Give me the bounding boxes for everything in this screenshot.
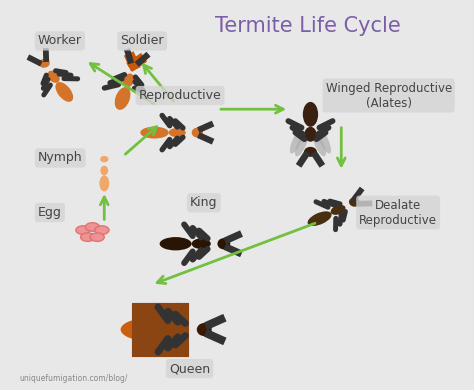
Ellipse shape <box>85 223 100 231</box>
Ellipse shape <box>123 73 135 87</box>
Ellipse shape <box>115 87 130 110</box>
Ellipse shape <box>90 233 104 241</box>
Ellipse shape <box>290 129 304 154</box>
Ellipse shape <box>100 156 109 162</box>
Text: King: King <box>190 196 218 209</box>
Ellipse shape <box>295 131 309 156</box>
Text: Egg: Egg <box>38 206 62 219</box>
Ellipse shape <box>81 233 95 241</box>
Ellipse shape <box>304 127 317 142</box>
Ellipse shape <box>55 82 73 102</box>
Ellipse shape <box>160 237 191 250</box>
Ellipse shape <box>100 176 109 191</box>
Text: Worker: Worker <box>38 34 82 48</box>
Ellipse shape <box>120 318 175 341</box>
Text: Winged Reproductive
(Alates): Winged Reproductive (Alates) <box>326 82 452 110</box>
Ellipse shape <box>218 238 230 249</box>
Ellipse shape <box>76 226 90 234</box>
Ellipse shape <box>303 102 318 127</box>
Ellipse shape <box>95 226 109 234</box>
Ellipse shape <box>191 239 211 249</box>
Ellipse shape <box>47 71 60 83</box>
Ellipse shape <box>312 131 326 156</box>
Ellipse shape <box>128 60 140 69</box>
Ellipse shape <box>100 166 108 176</box>
Text: Termite Life Cycle: Termite Life Cycle <box>215 16 401 35</box>
Ellipse shape <box>317 129 331 154</box>
Ellipse shape <box>140 127 169 138</box>
Ellipse shape <box>38 59 50 68</box>
Ellipse shape <box>304 147 317 157</box>
Text: uniquefumigation.com/blog/: uniquefumigation.com/blog/ <box>19 374 128 383</box>
Text: Reproductive: Reproductive <box>139 89 221 102</box>
Ellipse shape <box>197 323 212 336</box>
Text: Soldier: Soldier <box>120 34 164 48</box>
Text: Dealate
Reproductive: Dealate Reproductive <box>359 199 437 227</box>
Ellipse shape <box>349 197 360 207</box>
Ellipse shape <box>191 128 203 138</box>
Ellipse shape <box>308 211 332 226</box>
Ellipse shape <box>331 205 346 215</box>
Text: Nymph: Nymph <box>38 151 82 165</box>
Ellipse shape <box>167 323 189 336</box>
Text: Queen: Queen <box>169 362 210 375</box>
Ellipse shape <box>169 128 186 137</box>
